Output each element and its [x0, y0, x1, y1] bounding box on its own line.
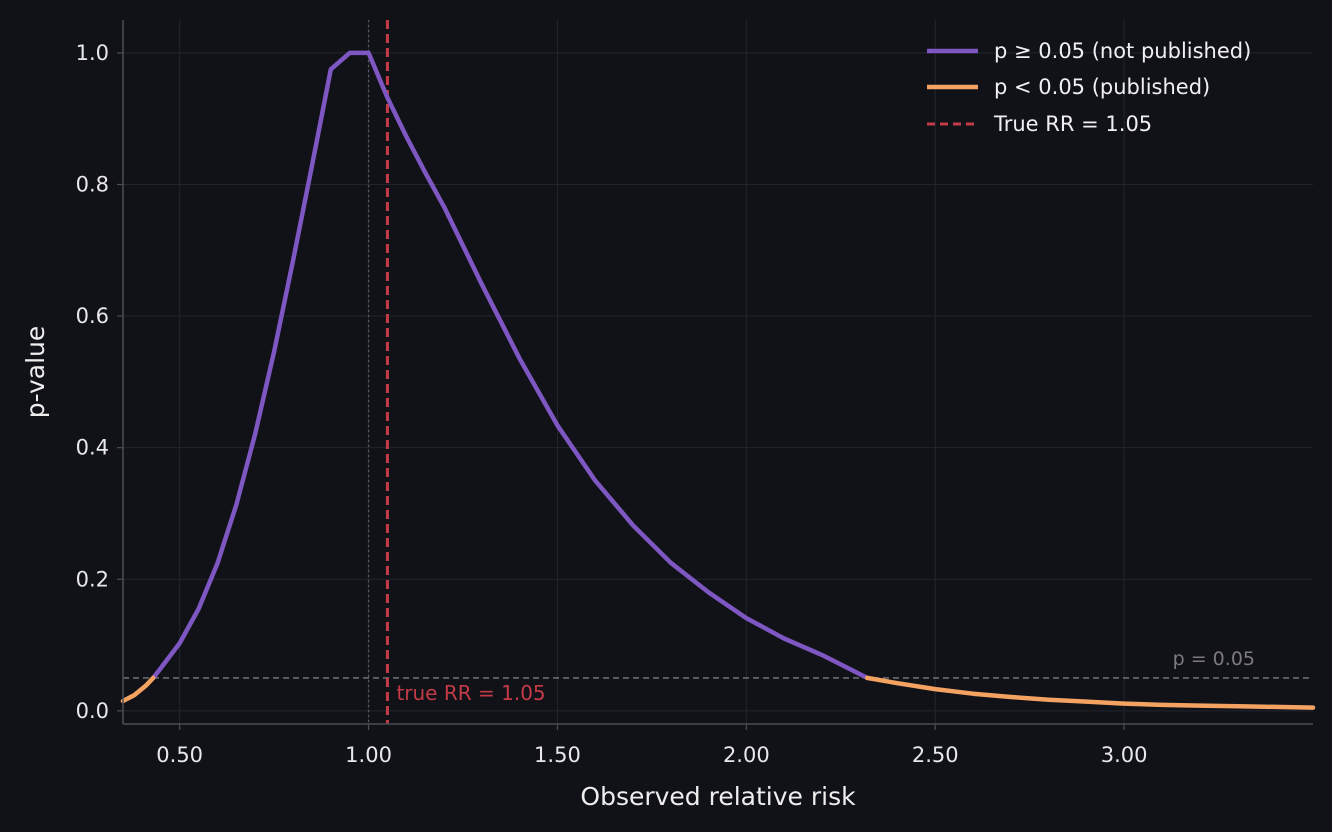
y-tick-label: 0.6: [76, 304, 109, 328]
x-tick-label: 2.50: [912, 743, 959, 767]
legend-label-published: p < 0.05 (published): [994, 75, 1210, 99]
x-tick-label: 2.00: [723, 743, 770, 767]
x-tick-label: 3.00: [1101, 743, 1148, 767]
x-tick-label: 1.50: [534, 743, 581, 767]
y-tick-label: 0.8: [76, 172, 109, 196]
y-tick-label: 0.4: [76, 436, 109, 460]
axes: [122, 20, 1313, 725]
series-lines: [120, 50, 1316, 710]
y-tick-label: 0.0: [76, 699, 109, 723]
x-tick-label: 0.50: [156, 743, 203, 767]
published-curve-segment: [120, 675, 156, 704]
legend: p ≥ 0.05 (not published) p < 0.05 (publi…: [927, 39, 1251, 136]
y-tick-label: 1.0: [76, 41, 109, 65]
grid: [123, 20, 1313, 724]
x-tick-label: 1.00: [345, 743, 392, 767]
true-rr-annotation: true RR = 1.05: [396, 681, 545, 705]
y-ticks: 0.0 0.2 0.4 0.6 0.8 1.0: [76, 41, 123, 723]
threshold-annotation: p = 0.05: [1173, 648, 1255, 670]
x-axis-title: Observed relative risk: [580, 782, 856, 811]
not-published-curve: [150, 50, 870, 681]
y-axis-title: p-value: [21, 326, 50, 419]
y-tick-label: 0.2: [76, 567, 109, 591]
legend-label-true-rr: True RR = 1.05: [993, 112, 1152, 136]
published-curve-segment: [864, 675, 1316, 710]
reference-lines: [123, 20, 1313, 724]
x-ticks: 0.50 1.00 1.50 2.00 2.50 3.00: [156, 724, 1147, 767]
legend-label-not-published: p ≥ 0.05 (not published): [994, 39, 1251, 63]
